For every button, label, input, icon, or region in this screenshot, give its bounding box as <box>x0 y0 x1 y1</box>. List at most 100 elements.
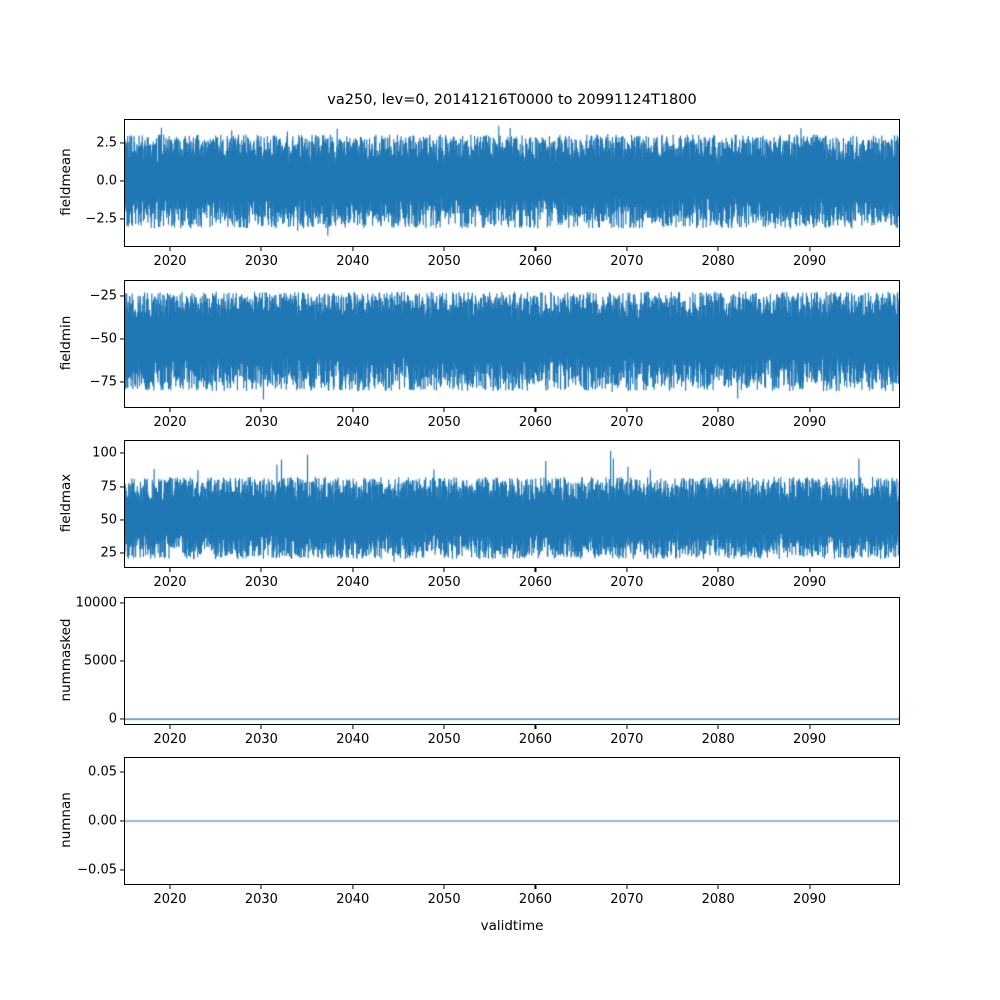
x-tick-label: 2040 <box>336 732 370 747</box>
x-tick-mark <box>626 247 628 251</box>
x-tick-label: 2080 <box>701 575 735 590</box>
x-tick-mark <box>534 408 537 412</box>
x-tick-label: 2090 <box>793 575 827 590</box>
x-tick-label: 2030 <box>244 732 278 747</box>
y-tick-mark <box>120 295 124 297</box>
series-plot-numnan <box>124 757 900 885</box>
x-tick-mark <box>260 568 262 572</box>
x-tick-mark <box>443 408 445 412</box>
x-tick-label: 2030 <box>244 892 278 907</box>
x-tick-mark <box>534 885 537 889</box>
x-tick-label: 2020 <box>153 732 187 747</box>
x-tick-mark <box>809 725 811 729</box>
x-tick-label: 2080 <box>701 415 735 430</box>
x-tick-label: 2090 <box>793 732 827 747</box>
x-tick-label: 2060 <box>518 575 553 590</box>
y-axis-label-nummasked: nummasked <box>58 618 74 702</box>
x-tick-mark <box>626 725 628 729</box>
x-tick-mark <box>260 885 262 889</box>
x-tick-label: 2060 <box>518 732 553 747</box>
x-tick-label: 2070 <box>610 415 644 430</box>
x-tick-mark <box>169 247 171 251</box>
x-tick-label: 2030 <box>244 254 278 269</box>
x-tick-label: 2040 <box>336 892 370 907</box>
series-plot-fieldmean <box>124 119 900 247</box>
panel-fieldmin: −25 −50 −75 2020 2030 2040 2050 2060 2070 2080 209… <box>90 280 900 430</box>
x-tick-mark <box>717 885 719 889</box>
y-axis-label-numnan: numnan <box>58 792 74 848</box>
x-tick-label: 2070 <box>610 575 644 590</box>
x-tick-label: 2090 <box>793 415 827 430</box>
y-tick-mark <box>120 718 124 720</box>
x-tick-mark <box>352 408 354 412</box>
y-tick-label: −2.5 <box>85 211 117 227</box>
x-tick-label: 2070 <box>610 732 644 747</box>
y-tick-mark <box>120 602 124 604</box>
x-tick-label: 2060 <box>518 254 553 269</box>
panel-numnan: 0.05 0.00 −0.05 2020 2030 2040 2050 2060 2070 208… <box>77 757 900 907</box>
x-tick-label: 2080 <box>701 892 735 907</box>
x-tick-label: 2020 <box>153 575 187 590</box>
x-tick-mark <box>260 408 262 412</box>
y-tick-mark <box>120 820 124 822</box>
x-tick-mark <box>443 568 445 572</box>
x-axis-label: validtime <box>480 918 544 934</box>
x-tick-label: 2020 <box>153 892 187 907</box>
panel-fieldmax: 100 75 50 25 2020 2030 2040 2050 2060 2070 2080 209… <box>92 440 900 590</box>
y-tick-label: 100 <box>92 445 117 461</box>
y-tick-label: −25 <box>89 288 117 304</box>
series-plot-nummasked <box>124 597 900 725</box>
x-tick-mark <box>534 247 537 251</box>
x-tick-label: 2080 <box>701 254 735 269</box>
x-tick-mark <box>717 408 719 412</box>
x-tick-label: 2060 <box>518 415 553 430</box>
x-tick-mark <box>809 408 811 412</box>
y-tick-mark <box>120 142 124 144</box>
y-tick-mark <box>120 660 124 662</box>
x-tick-mark <box>534 725 537 729</box>
x-tick-label: 2050 <box>427 732 461 747</box>
y-axis-label-fieldmean: fieldmean <box>58 148 74 216</box>
y-tick-label: 0 <box>108 711 117 727</box>
x-tick-mark <box>809 247 811 251</box>
y-tick-label: 2.5 <box>96 135 117 151</box>
y-axis-label-fieldmax: fieldmax <box>58 473 74 533</box>
x-tick-mark <box>169 885 171 889</box>
x-tick-mark <box>443 885 445 889</box>
y-tick-label: 0.00 <box>88 813 117 829</box>
x-tick-label: 2050 <box>427 415 461 430</box>
x-tick-label: 2020 <box>153 415 187 430</box>
x-tick-label: 2040 <box>336 575 370 590</box>
x-tick-label: 2050 <box>427 254 461 269</box>
panel-fieldmean: 2.5 0.0 −2.5 2020 2030 2040 2050 2060 2070 2080 20… <box>85 119 900 269</box>
x-tick-mark <box>626 885 628 889</box>
x-tick-label: 2030 <box>244 575 278 590</box>
x-tick-mark <box>717 725 719 729</box>
y-tick-mark <box>120 381 124 383</box>
x-tick-mark <box>626 568 628 572</box>
chart-title: va250, lev=0, 20141216T0000 to 20991124T… <box>327 92 697 108</box>
y-tick-label: −75 <box>89 374 117 390</box>
x-tick-label: 2040 <box>336 415 370 430</box>
x-tick-mark <box>169 408 171 412</box>
x-tick-mark <box>717 568 719 572</box>
x-tick-mark <box>260 247 262 251</box>
x-tick-mark <box>809 885 811 889</box>
y-tick-mark <box>120 519 124 521</box>
y-tick-label: 0.05 <box>88 764 117 780</box>
x-tick-mark <box>443 725 445 729</box>
y-tick-label: −0.05 <box>77 862 117 878</box>
y-tick-mark <box>120 218 124 220</box>
y-tick-label: 0.0 <box>96 173 117 189</box>
x-tick-label: 2070 <box>610 892 644 907</box>
x-tick-label: 2090 <box>793 892 827 907</box>
y-tick-mark <box>120 552 124 554</box>
y-tick-label: 5000 <box>83 653 117 669</box>
x-tick-label: 2090 <box>793 254 827 269</box>
y-tick-mark <box>120 452 124 454</box>
y-tick-label: 75 <box>100 479 117 495</box>
x-tick-mark <box>352 568 354 572</box>
y-axis-label-fieldmin: fieldmin <box>58 315 74 371</box>
series-plot-fieldmin <box>124 280 900 408</box>
x-tick-mark <box>352 725 354 729</box>
